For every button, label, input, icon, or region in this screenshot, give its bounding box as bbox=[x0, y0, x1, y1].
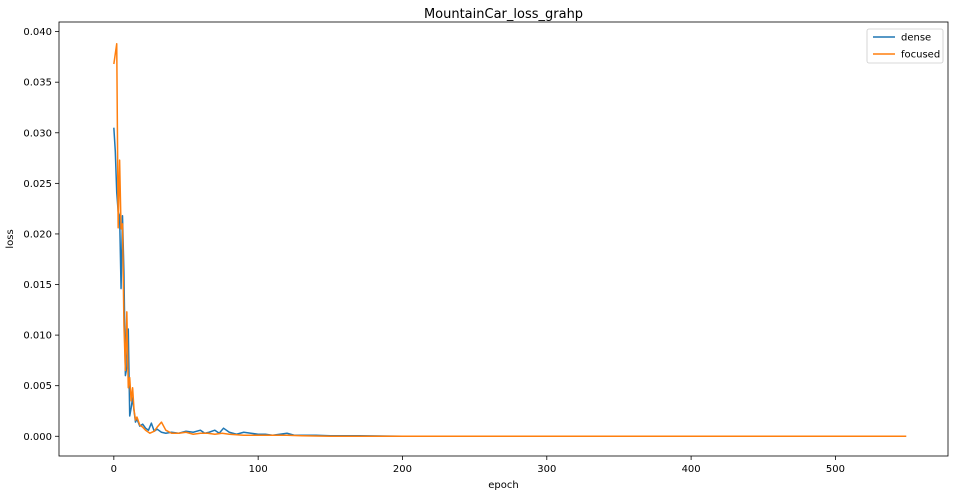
y-tick-label: 0.025 bbox=[23, 179, 52, 190]
legend: dense focused bbox=[866, 28, 944, 64]
x-tick-label: 300 bbox=[537, 464, 556, 475]
y-tick-label: 0.040 bbox=[23, 27, 52, 38]
chart-title: MountainCar_loss_grahp bbox=[424, 7, 583, 22]
y-tick-label: 0.020 bbox=[23, 229, 52, 240]
y-tick-label: 0.005 bbox=[23, 381, 52, 392]
x-tick-label: 0 bbox=[111, 464, 117, 475]
y-axis: 0.000 0.005 0.010 0.015 0.020 0.025 0.030 0.035… bbox=[23, 27, 59, 443]
y-tick-label: 0.035 bbox=[23, 78, 52, 89]
x-tick-label: 200 bbox=[393, 464, 412, 475]
y-tick-label: 0.030 bbox=[23, 128, 52, 139]
y-tick-label: 0.010 bbox=[23, 331, 52, 342]
y-axis-label: loss bbox=[5, 229, 16, 248]
x-tick-label: 100 bbox=[249, 464, 268, 475]
y-tick-label: 0.000 bbox=[23, 432, 52, 443]
x-axis-label: epoch bbox=[488, 480, 518, 491]
axes-frame bbox=[58, 21, 949, 457]
legend-label-focused: focused bbox=[901, 50, 940, 61]
x-tick-label: 400 bbox=[682, 464, 701, 475]
series-layer bbox=[113, 43, 907, 438]
y-tick-label: 0.015 bbox=[23, 280, 52, 291]
x-tick-label: 500 bbox=[826, 464, 845, 475]
legend-label-dense: dense bbox=[901, 33, 931, 44]
series-line-focused bbox=[113, 43, 907, 438]
x-axis: 0 100 200 300 400 500 bbox=[111, 456, 845, 475]
